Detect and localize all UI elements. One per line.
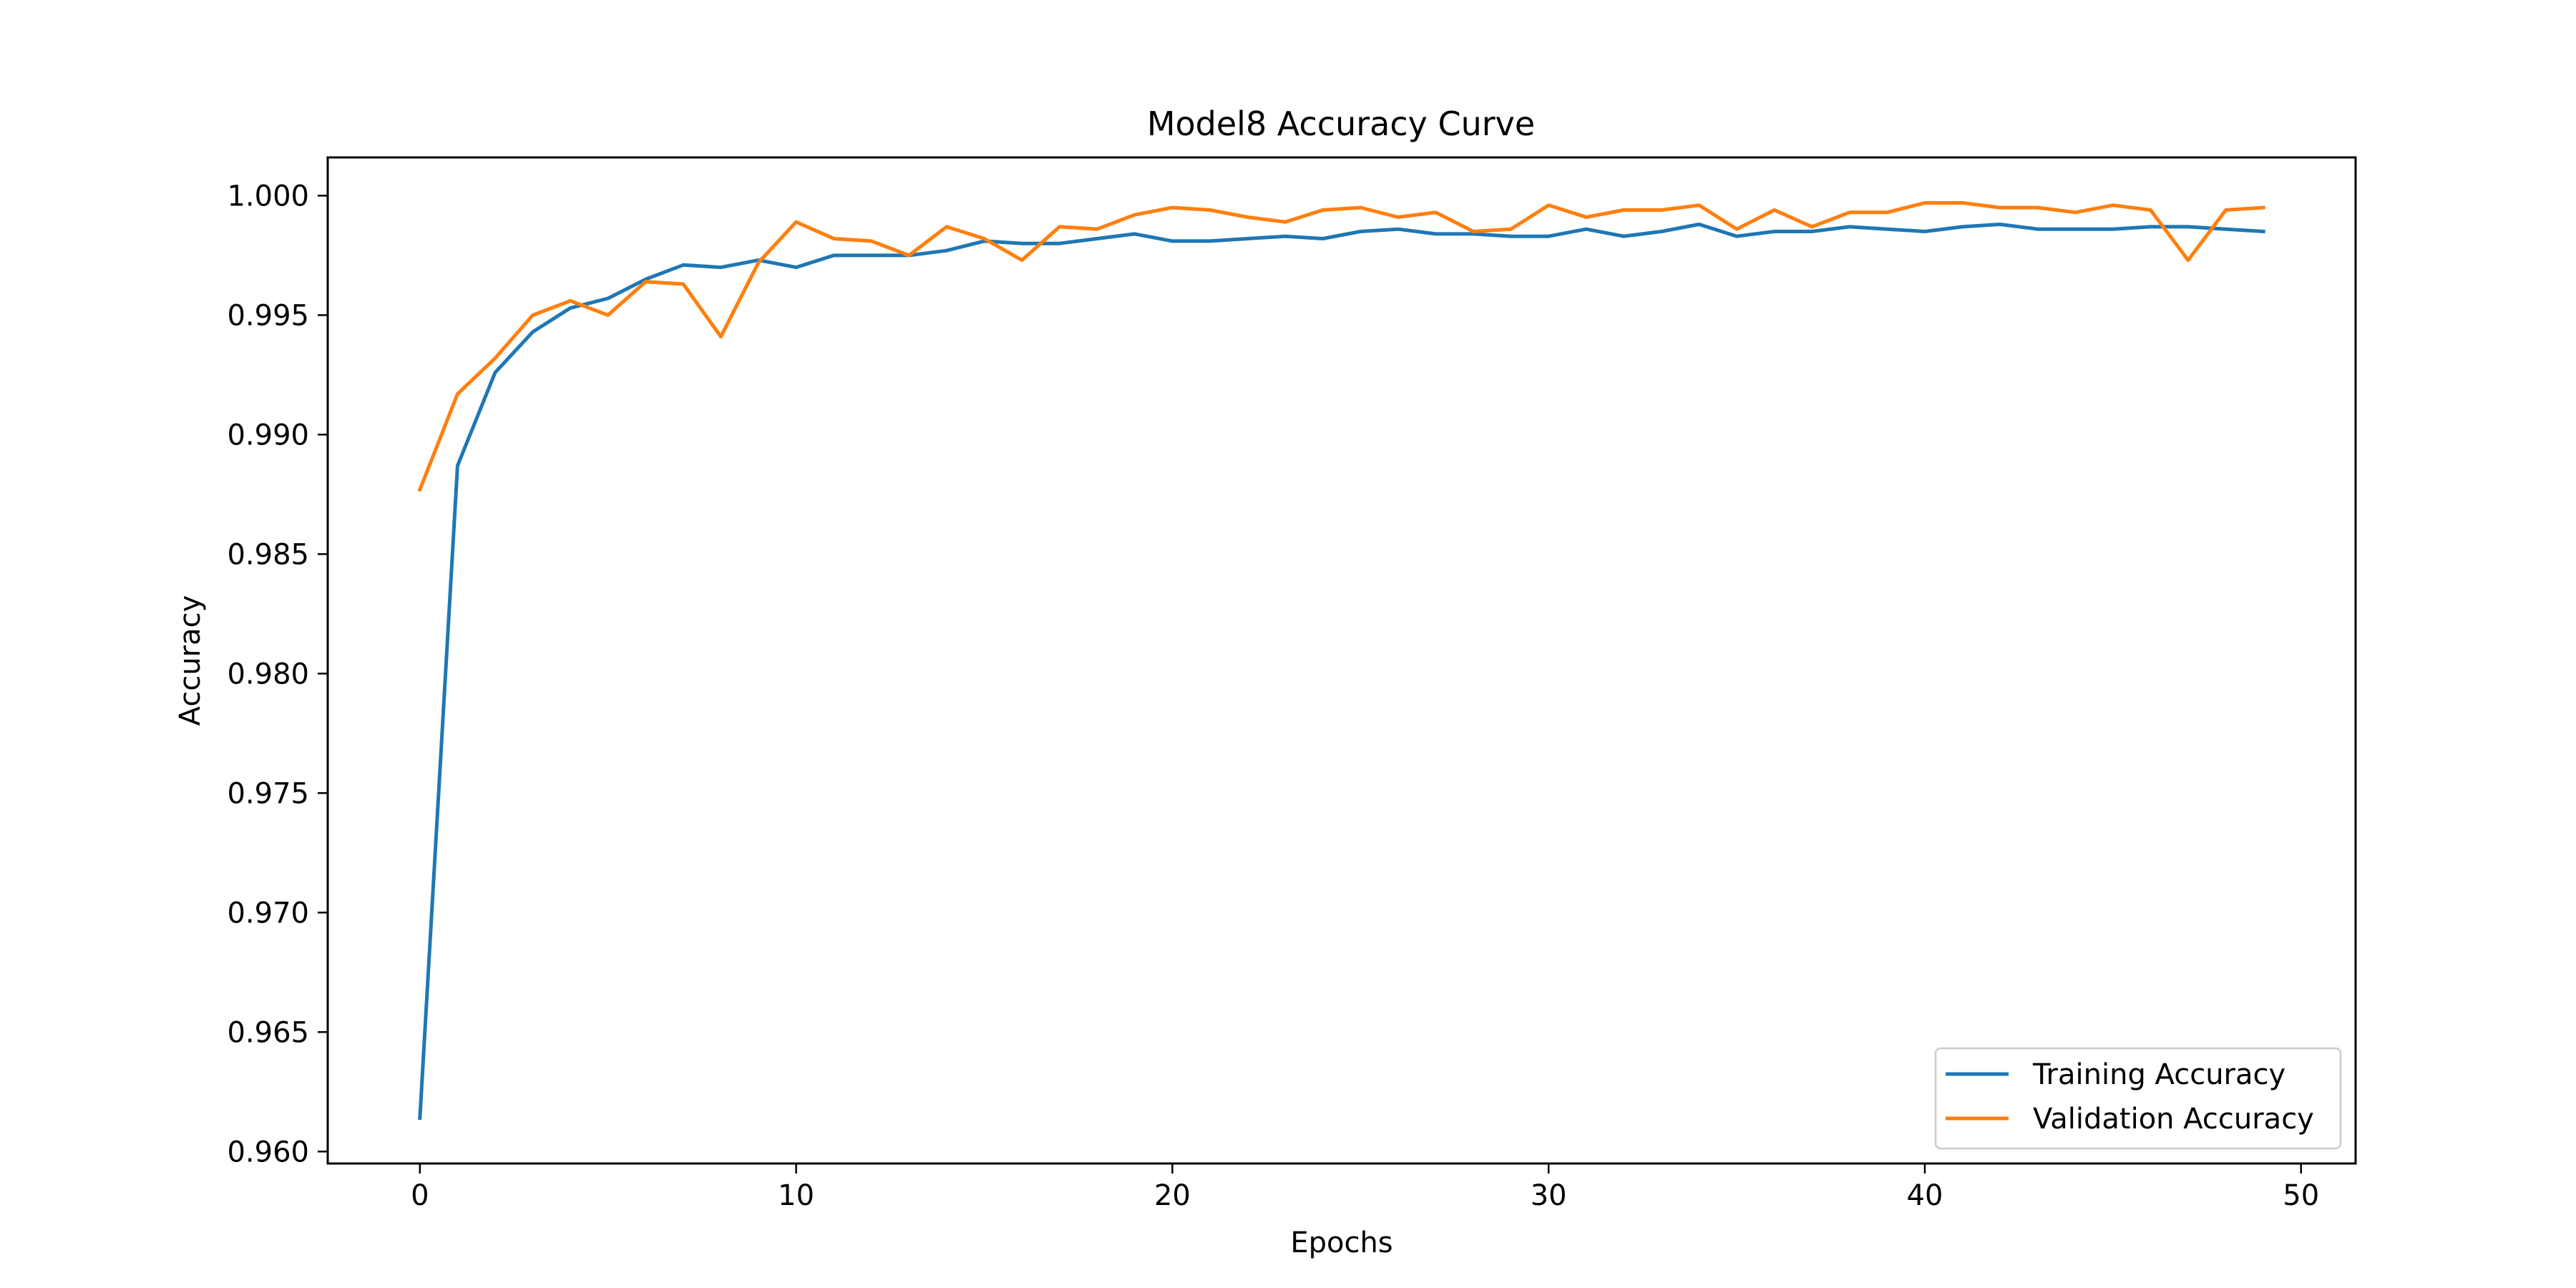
y-tick-label: 0.990	[227, 419, 309, 452]
x-tick-label: 0	[411, 1179, 429, 1212]
legend: Training Accuracy Validation Accuracy	[1934, 1047, 2342, 1150]
y-tick-label: 0.980	[227, 658, 309, 691]
y-tick-label: 0.995	[227, 299, 309, 332]
x-tick-label: 20	[1154, 1179, 1191, 1212]
y-axis-label: Accuracy	[174, 595, 207, 726]
y-axis: 0.960 0.965 0.970 0.975 0.980 0.985 0.990 0.995…	[227, 180, 328, 1169]
y-tick-label: 0.965	[227, 1016, 309, 1049]
x-tick-label: 40	[1907, 1179, 1943, 1212]
legend-frame	[1934, 1047, 2342, 1150]
x-tick-label: 50	[2283, 1179, 2319, 1212]
y-tick-label: 0.970	[227, 897, 309, 930]
y-tick-label: 0.960	[227, 1136, 309, 1169]
chart-title: Model8 Accuracy Curve	[1147, 104, 1535, 143]
legend-label-validation: Validation Accuracy	[2033, 1103, 2314, 1136]
plot-area	[326, 156, 2357, 1165]
x-tick-label: 10	[778, 1179, 814, 1212]
x-axis-label: Epochs	[1290, 1226, 1392, 1259]
training-accuracy-line	[418, 223, 2265, 1121]
y-tick-label: 0.975	[227, 777, 309, 810]
legend-label-training: Training Accuracy	[2032, 1058, 2285, 1091]
y-tick-label: 1.000	[227, 180, 309, 213]
x-tick-label: 30	[1531, 1179, 1567, 1212]
y-tick-label: 0.985	[227, 538, 309, 571]
series-lines	[417, 201, 2265, 1121]
validation-accuracy-line	[417, 201, 2265, 492]
x-axis: 0 10 20 30 40 50	[411, 1163, 2319, 1212]
